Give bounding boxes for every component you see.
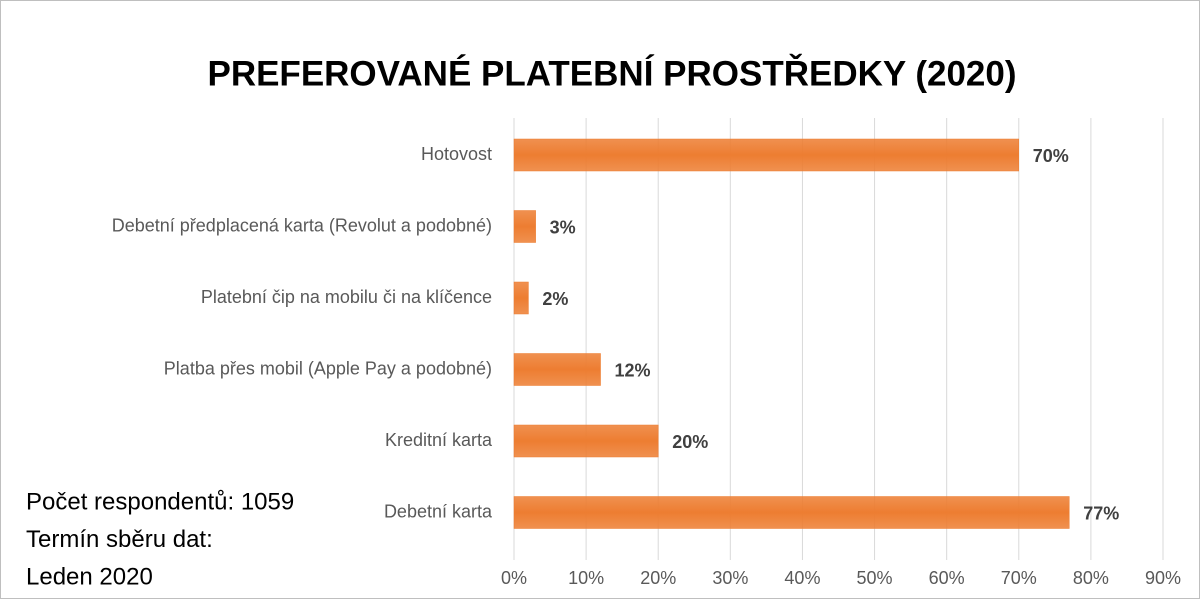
x-tick-label: 10% (568, 568, 604, 588)
data-label: 77% (1083, 503, 1119, 523)
x-tick-label: 80% (1073, 568, 1109, 588)
x-tick-label: 30% (712, 568, 748, 588)
bar (513, 281, 529, 315)
y-tick-label: Platba přes mobil (Apple Pay a podobné) (164, 358, 492, 378)
x-tick-label: 60% (929, 568, 965, 588)
annotation: Počet respondentů: 1059 (26, 488, 294, 515)
y-tick-label: Kreditní karta (385, 430, 493, 450)
y-tick-label: Platební čip na mobilu či na klíčence (201, 287, 492, 307)
data-label: 70% (1033, 146, 1069, 166)
annotation: Termín sběru dat: (26, 526, 213, 553)
x-tick-label: 40% (784, 568, 820, 588)
x-tick-label: 70% (1001, 568, 1037, 588)
y-tick-label: Debetní karta (384, 501, 493, 521)
bar (513, 353, 601, 386)
annotation: Leden 2020 (26, 563, 153, 590)
x-tick-label: 20% (640, 568, 676, 588)
data-label: 3% (550, 217, 576, 237)
bar (513, 496, 1070, 529)
chart-title: PREFEROVANÉ PLATEBNÍ PROSTŘEDKY (2020) (207, 53, 1016, 93)
data-label: 12% (615, 360, 651, 380)
data-label: 20% (672, 432, 708, 452)
y-tick-label: Hotovost (421, 144, 492, 164)
x-tick-label: 50% (857, 568, 893, 588)
bar (513, 210, 536, 243)
bar (513, 138, 1020, 172)
data-label: 2% (542, 289, 568, 309)
x-tick-label: 0% (501, 568, 527, 588)
x-tick-label: 90% (1145, 568, 1181, 588)
bar (513, 424, 659, 458)
y-tick-label: Debetní předplacená karta (Revolut a pod… (112, 215, 492, 235)
